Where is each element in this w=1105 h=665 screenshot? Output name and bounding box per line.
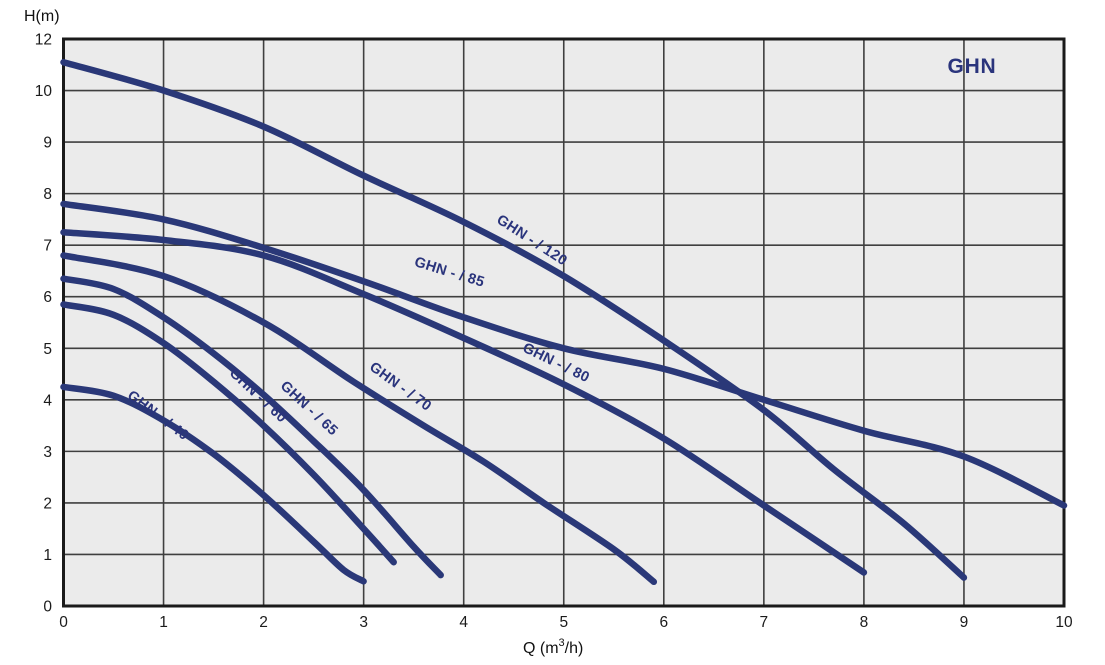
x-tick-10: 10 — [1055, 614, 1073, 631]
plot-border — [62, 37, 1066, 608]
curve-65 — [60, 275, 444, 579]
chart-title: GHN — [947, 55, 996, 78]
y-tick-8: 8 — [43, 186, 52, 203]
curve-85 — [60, 200, 1068, 509]
y-axis-title: H(m) — [24, 8, 60, 25]
x-tick-8: 8 — [860, 614, 869, 631]
x-axis-title: Q (m3/h) — [523, 637, 583, 657]
y-tick-4: 4 — [43, 392, 52, 409]
y-tick-7: 7 — [43, 238, 52, 255]
x-axis-tick-labels: 0 1 2 3 4 5 6 7 8 9 10 — [59, 614, 1073, 631]
y-tick-3: 3 — [43, 444, 52, 461]
x-tick-6: 6 — [659, 614, 668, 631]
curve-80 — [60, 229, 868, 576]
pump-curves — [60, 58, 1068, 586]
y-tick-10: 10 — [35, 83, 53, 100]
x-tick-9: 9 — [960, 614, 969, 631]
curve-40 — [60, 383, 367, 585]
x-tick-0: 0 — [59, 614, 68, 631]
y-tick-9: 9 — [43, 135, 52, 152]
x-tick-3: 3 — [359, 614, 368, 631]
curve-70 — [60, 252, 658, 586]
y-tick-0: 0 — [43, 599, 52, 616]
x-tick-2: 2 — [259, 614, 268, 631]
curve-60 — [60, 301, 397, 566]
x-tick-1: 1 — [159, 614, 168, 631]
x-tick-7: 7 — [760, 614, 769, 631]
y-tick-12: 12 — [35, 32, 52, 49]
x-tick-4: 4 — [459, 614, 468, 631]
y-tick-2: 2 — [43, 495, 52, 512]
grid-lines — [63, 39, 1064, 606]
curve-120 — [60, 58, 968, 581]
y-tick-1: 1 — [43, 547, 52, 564]
x-tick-5: 5 — [559, 614, 568, 631]
y-tick-5: 5 — [43, 341, 52, 358]
y-tick-6: 6 — [43, 289, 52, 306]
